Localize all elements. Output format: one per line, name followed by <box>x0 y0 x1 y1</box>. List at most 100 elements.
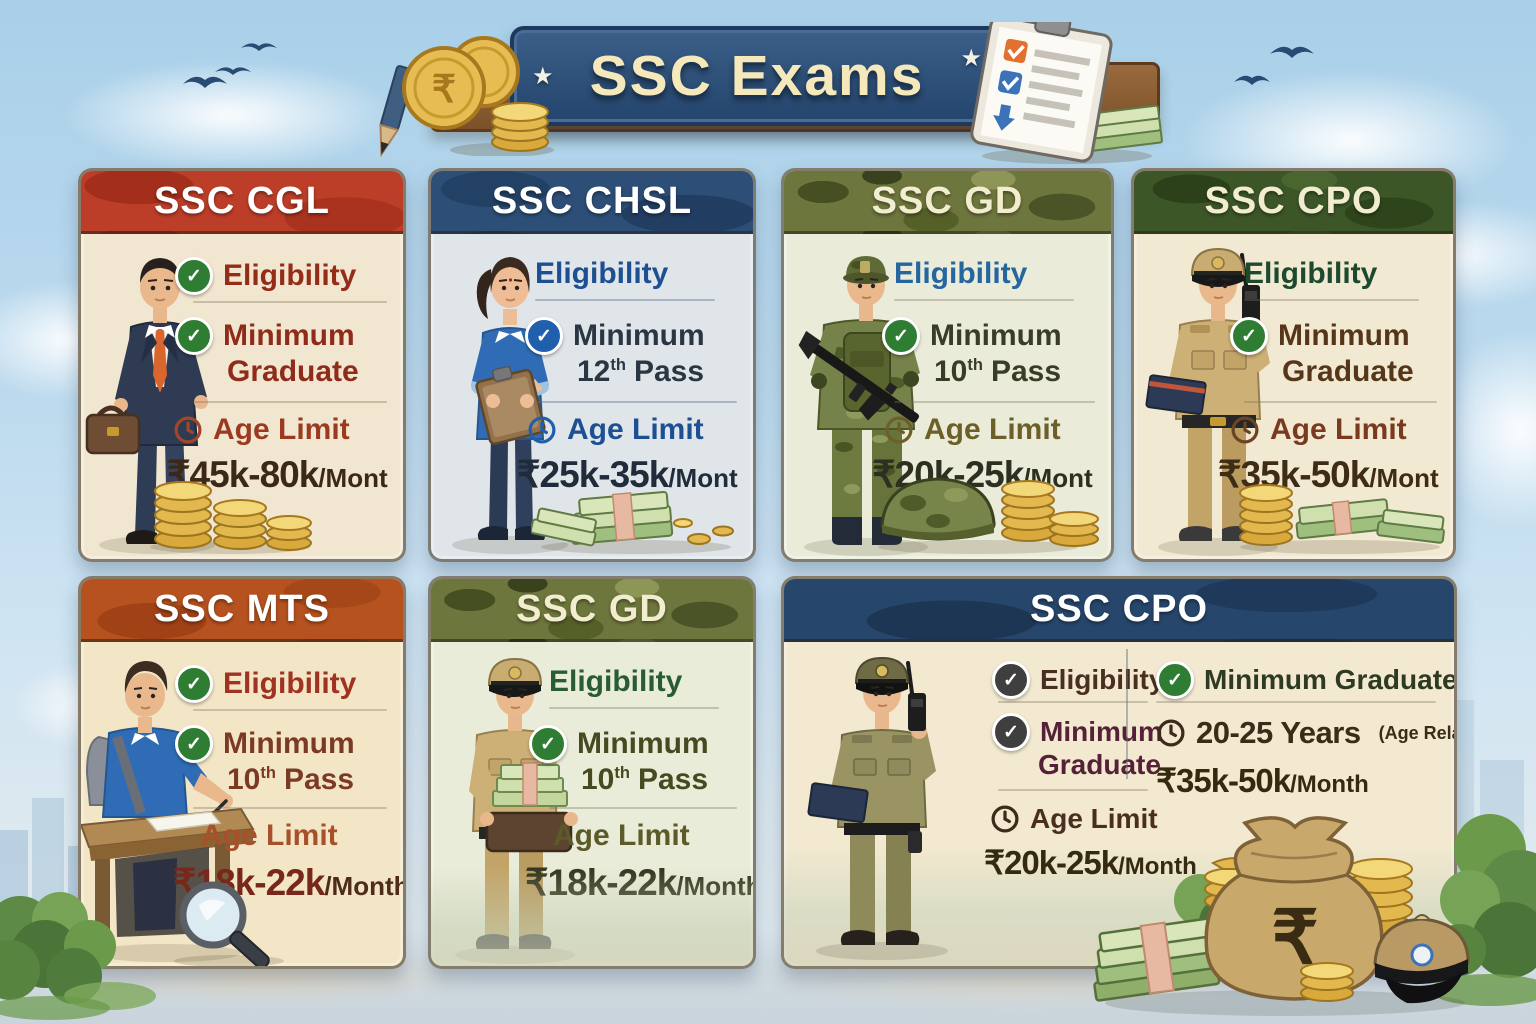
age-limit-label: Age Limit <box>567 413 704 446</box>
rifle <box>798 330 920 423</box>
check-icon: ✓ <box>525 317 563 355</box>
divider <box>894 299 1074 301</box>
title-banner: ★ ★ SSC Exams <box>510 26 1004 126</box>
minimum-detail: 12th Pass <box>577 355 705 388</box>
eligibility-label: Eligibility <box>1244 257 1378 290</box>
money-stack <box>1080 104 1163 153</box>
clock-icon <box>884 415 914 445</box>
age-row: Age Limit <box>1230 413 1407 447</box>
helmet-coins-illustration <box>878 477 1099 554</box>
cloud <box>60 60 400 170</box>
minimum-label: Minimum <box>223 727 355 760</box>
gold-coins-illustration: ₹ <box>402 36 554 156</box>
check-icon: ✓ <box>529 725 567 763</box>
age-limit-label: Age Limit <box>553 819 690 852</box>
salary-row: ₹25k-35k/Mont <box>517 453 738 496</box>
cash-case <box>485 762 573 853</box>
coin-stack <box>1239 484 1293 546</box>
check-icon: ✓ <box>175 665 213 703</box>
salary-row: ₹45k-80k/Mont <box>167 453 388 496</box>
minimum-detail: Graduate <box>1038 749 1161 780</box>
check-icon: ✓ <box>175 257 213 295</box>
eligibility-label: Eligibility <box>223 667 357 700</box>
minimum-label: Minimum <box>1040 716 1163 747</box>
card-title: SSC MTS <box>154 587 330 630</box>
age-limit-label: Age Limit <box>213 413 350 446</box>
coin-stack <box>1049 511 1099 547</box>
check-icon: ✓ <box>175 725 213 763</box>
age-limit-label: Age Limit <box>1270 413 1407 446</box>
minimum-row: ✓ Minimum <box>882 317 1062 355</box>
money-stack <box>1376 509 1445 544</box>
minimum-graduate-row: ✓ Minimum Graduate <box>1156 661 1454 699</box>
card-ssc-mts: SSC MTS ✓ Elig <box>78 576 406 969</box>
eligibility-row: ✓ Eligibility <box>175 257 356 295</box>
eligibility-label: Eligibility <box>535 257 669 290</box>
card-ssc-cpo-top: SSC CPO <box>1131 168 1456 562</box>
card-title: SSC CGL <box>154 179 330 222</box>
bushes-illustration <box>1430 814 1536 1006</box>
minimum-row: ✓ Minimum <box>1230 317 1410 355</box>
salary-amount: ₹20k-25k <box>984 844 1119 881</box>
divider <box>549 807 737 809</box>
check-icon: ✓ <box>992 713 1030 751</box>
salary-suffix: /Month <box>1118 853 1197 880</box>
age-limit-label: Age Limit <box>924 413 1061 446</box>
money-stack <box>1093 917 1221 1002</box>
coins-cash-illustration <box>1239 484 1445 554</box>
divider <box>1244 401 1437 403</box>
eligibility-row: Eligibility <box>1244 257 1377 291</box>
age-limit-label: Age Limit <box>201 819 338 852</box>
age-range-row: 20-25 Years (Age Relaxation) <box>1156 715 1454 751</box>
divider <box>1244 299 1419 301</box>
card-title: SSC GD <box>516 587 668 630</box>
salary-row: ₹20k-25k/Month <box>984 843 1197 882</box>
clock-icon <box>1230 415 1260 445</box>
money-bag-illustration: ₹ <box>1093 816 1470 1016</box>
ledger-book <box>807 782 869 824</box>
age-row: Age Limit <box>553 819 690 853</box>
coin-stack <box>266 515 312 551</box>
salary-suffix: /Mont <box>318 463 388 493</box>
eligibility-label: Eligibility <box>549 665 683 698</box>
card-header: SSC CPO <box>1134 171 1453 234</box>
coin-stack <box>213 499 267 550</box>
minimum-detail: Graduate <box>227 355 359 388</box>
page-title: SSC Exams <box>589 44 925 108</box>
birds-icon <box>1234 46 1314 85</box>
salary-row: ₹35k-50k/Month <box>1156 761 1369 800</box>
salary-amount: ₹25k-35k <box>517 454 669 495</box>
minimum-row: ✓ Minimum <box>525 317 705 355</box>
radio <box>908 693 926 731</box>
age-row: Age Limit <box>173 413 350 447</box>
soldier-illustration <box>798 256 928 556</box>
card-title: SSC CPO <box>1204 179 1383 222</box>
age-row: Age Limit <box>884 413 1061 447</box>
card-title: SSC CHSL <box>491 179 693 222</box>
card-header: SSC GD <box>431 579 753 642</box>
age-row: Age Limit <box>990 803 1158 835</box>
divider <box>193 401 387 403</box>
age-range-value: 20-25 Years <box>1196 715 1361 750</box>
clock-icon <box>527 415 557 445</box>
minimum-row: ✓ Minimum <box>175 317 355 355</box>
card-ssc-chsl: SSC CHSL <box>428 168 756 562</box>
eligibility-row: Eligibility <box>894 257 1027 291</box>
check-icon: ✓ <box>1156 661 1194 699</box>
card-ssc-gd-top: SSC GD <box>781 168 1114 562</box>
card-ssc-gd-bottom: SSC GD <box>428 576 756 969</box>
clipboard-illustration <box>970 22 1163 164</box>
eligibility-row: ✓ Eligibility <box>992 661 1164 699</box>
divider <box>549 707 719 709</box>
minimum-row: ✓ Minimum <box>529 725 709 763</box>
minimum-detail: 10th Pass <box>227 763 355 796</box>
coin-stack <box>154 481 212 549</box>
eligibility-row: Eligibility <box>535 257 668 291</box>
clock-icon <box>1156 718 1186 748</box>
minimum-label: Minimum <box>573 319 705 352</box>
card-title: SSC CPO <box>1029 587 1209 630</box>
salary-suffix: /Month <box>1290 771 1369 798</box>
salary-row: ₹20k-25k/Mont <box>872 453 1093 496</box>
salary-amount: ₹35k-50k <box>1156 762 1291 799</box>
